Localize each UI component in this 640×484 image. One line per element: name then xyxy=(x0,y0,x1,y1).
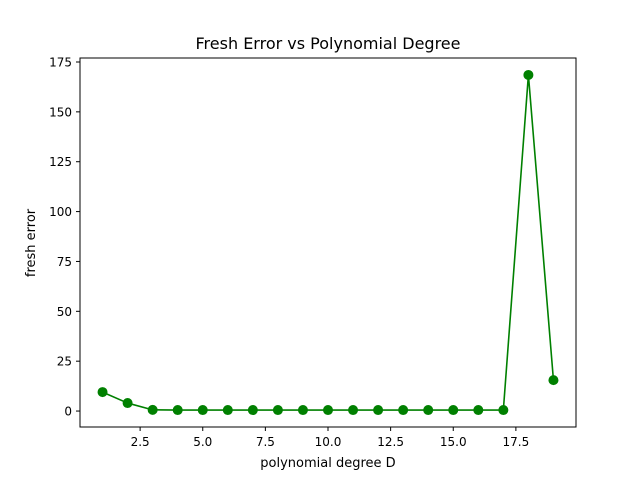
data-point xyxy=(398,405,409,416)
data-point xyxy=(297,405,308,416)
data-point xyxy=(147,404,158,415)
y-tick-label: 75 xyxy=(57,255,72,269)
x-tick-label: 17.5 xyxy=(503,435,530,449)
y-tick-label: 50 xyxy=(57,305,72,319)
data-point xyxy=(348,405,359,416)
x-axis-label: polynomial degree D xyxy=(260,456,395,471)
data-point xyxy=(548,375,559,386)
data-point xyxy=(172,405,183,416)
data-point xyxy=(97,387,108,398)
x-tick-label: 12.5 xyxy=(377,435,404,449)
data-point xyxy=(323,405,333,416)
data-point xyxy=(197,405,208,416)
axes: 2.5 5.0 7.5 10.0 12.5 15.0 17.5 0 25 50 75 100 125 15… xyxy=(49,55,577,449)
y-tick-label: 175 xyxy=(49,55,72,69)
y-axis-label: fresh error xyxy=(24,208,39,277)
plot-area xyxy=(97,69,559,416)
data-point xyxy=(373,405,384,416)
chart-title: Fresh Error vs Polynomial Degree xyxy=(196,34,461,53)
data-point xyxy=(222,405,233,416)
x-tick-label: 15.0 xyxy=(440,435,467,449)
x-tick-label: 2.5 xyxy=(131,435,150,449)
x-tick-label: 7.5 xyxy=(256,435,275,449)
data-point xyxy=(498,405,509,416)
data-point xyxy=(272,405,283,416)
x-tick-label: 5.0 xyxy=(193,435,212,449)
y-tick-label: 100 xyxy=(49,205,72,219)
data-point xyxy=(448,405,459,416)
y-tick-label: 150 xyxy=(49,105,72,119)
data-point xyxy=(423,405,434,416)
data-point xyxy=(122,398,133,409)
data-point xyxy=(473,405,484,416)
y-tick-label: 125 xyxy=(49,155,72,169)
y-tick-label: 0 xyxy=(64,405,72,419)
y-tick-label: 25 xyxy=(57,355,72,369)
data-point xyxy=(247,405,258,416)
data-point xyxy=(523,69,534,80)
x-tick-label: 10.0 xyxy=(315,435,342,449)
